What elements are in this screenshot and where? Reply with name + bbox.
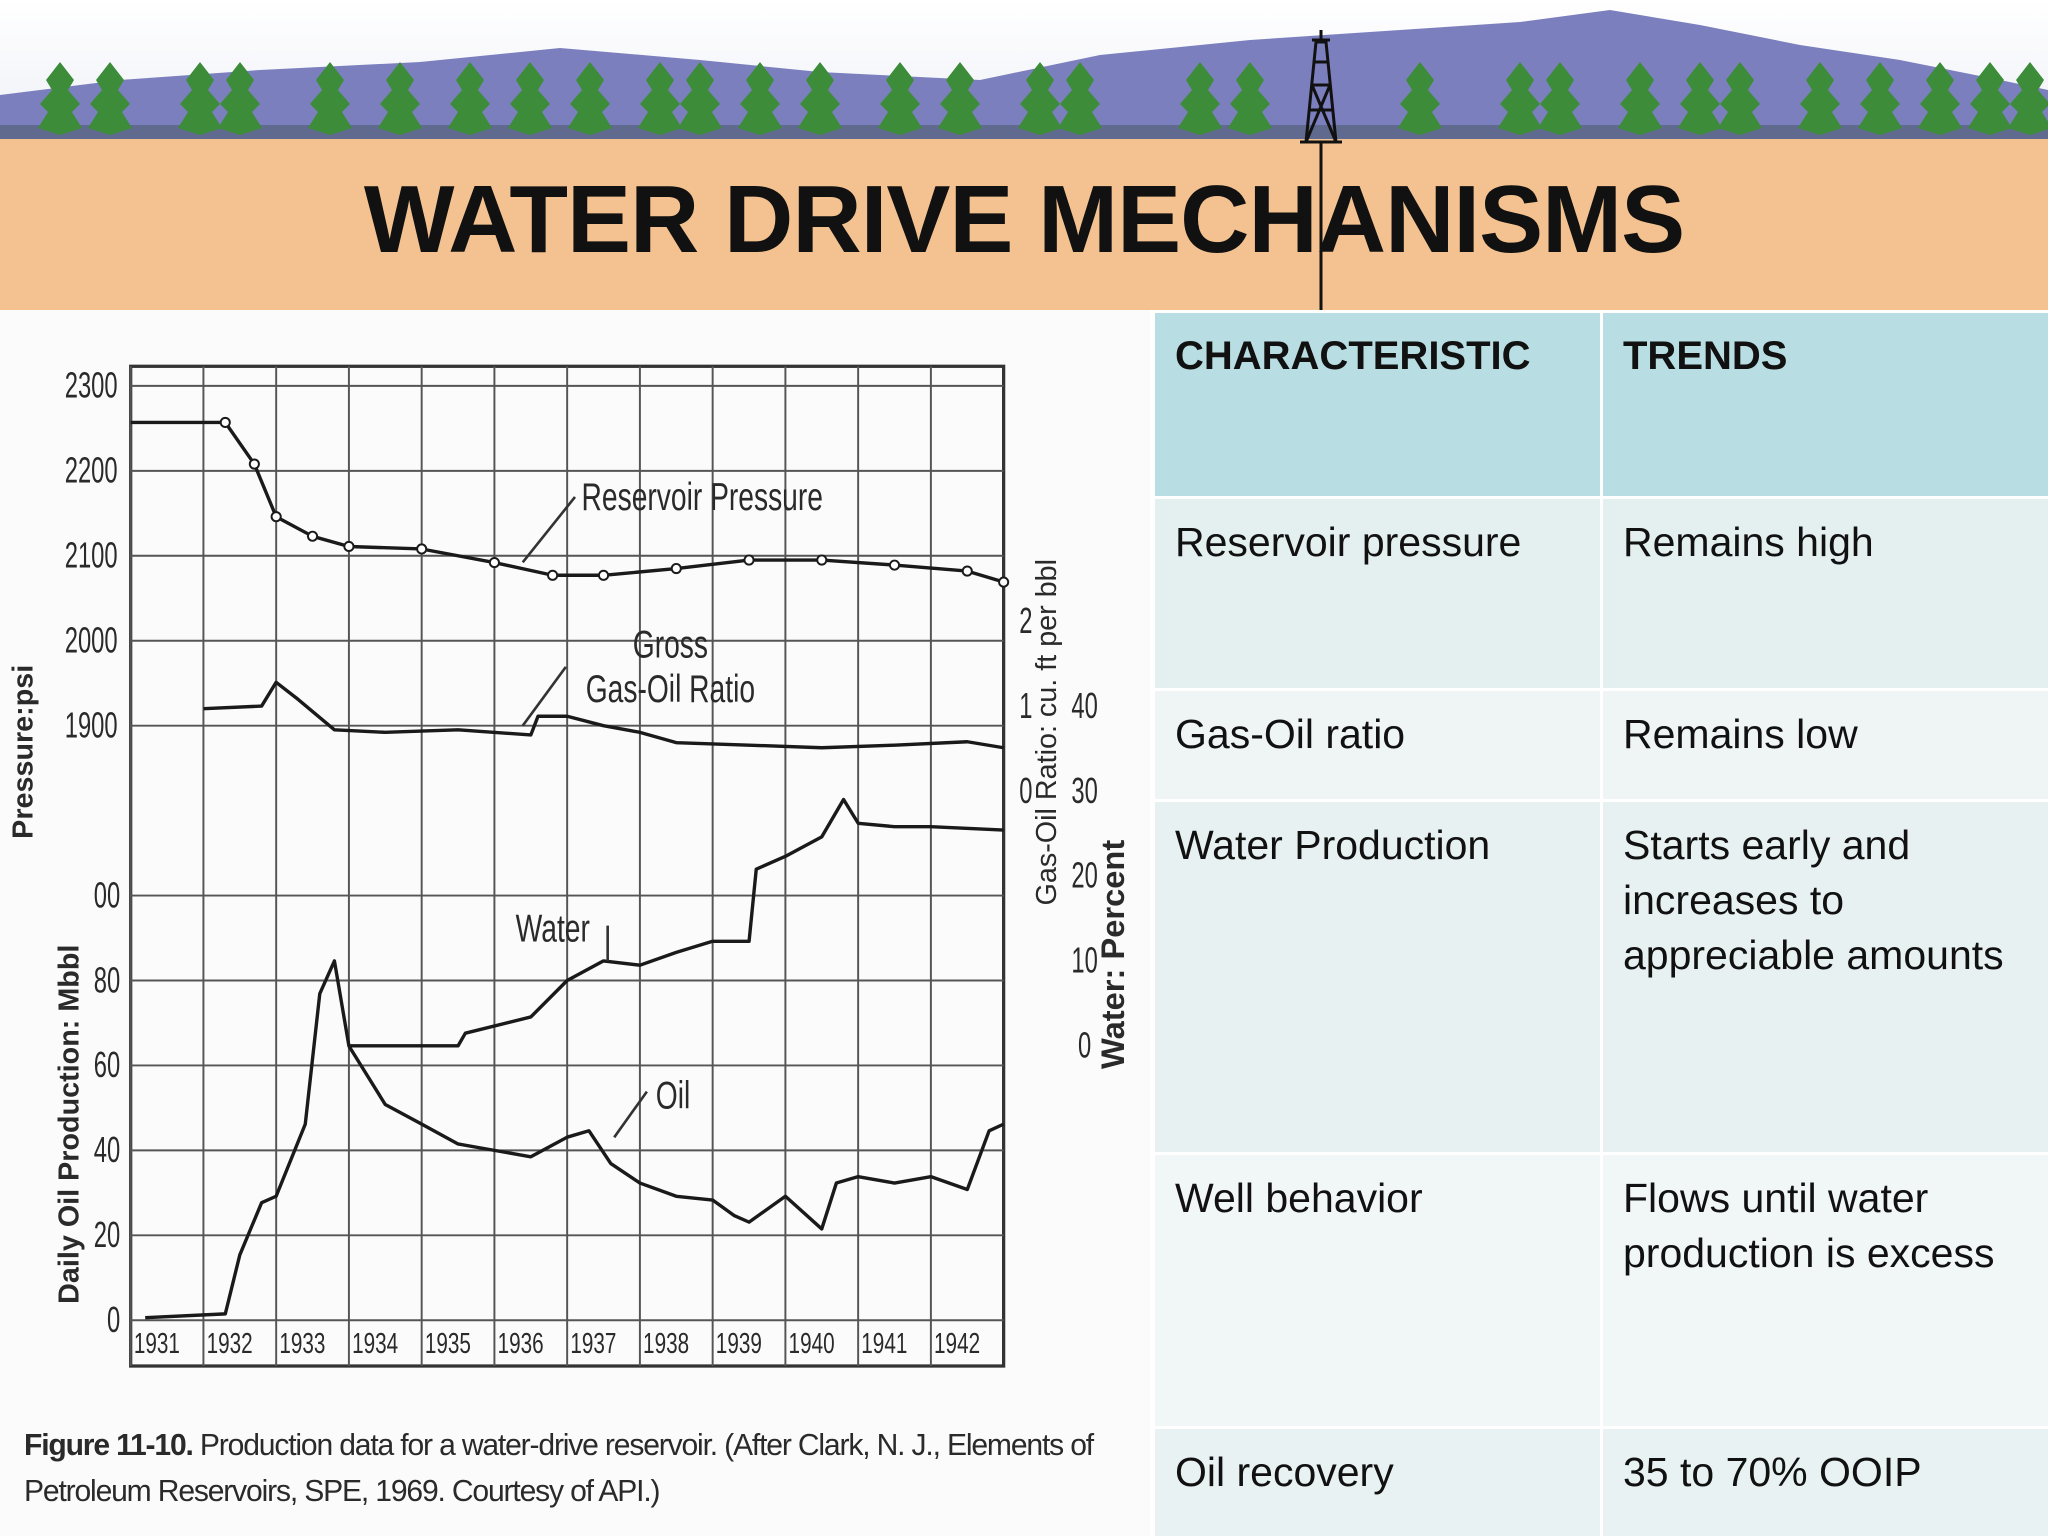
x-tick-label: 1939 bbox=[716, 1328, 762, 1360]
point bbox=[744, 555, 753, 564]
table-row: Gas-Oil ratio Remains low bbox=[1154, 690, 2048, 801]
cell: Reservoir pressure bbox=[1154, 498, 1602, 690]
point bbox=[490, 558, 499, 567]
x-tick-label: 1941 bbox=[861, 1328, 907, 1360]
point bbox=[999, 578, 1008, 587]
table-row: Well behavior Flows until water producti… bbox=[1154, 1154, 2048, 1428]
point bbox=[890, 561, 899, 570]
figure: 1931 1932 1933 1934 1935 1936 1937 1938 1939 1940… bbox=[0, 310, 1150, 1536]
x-tick-label: 1938 bbox=[643, 1328, 689, 1360]
trends-table: CHARACTERISTIC TRENDS Reservoir pressure… bbox=[1152, 310, 2048, 1539]
point bbox=[250, 459, 259, 468]
x-tick-label: 1936 bbox=[498, 1328, 544, 1360]
point bbox=[344, 542, 353, 551]
point bbox=[599, 571, 608, 580]
x-tick-label: 1942 bbox=[934, 1328, 980, 1360]
point bbox=[672, 564, 681, 573]
axis-title: Gas-Oil Ratio: cu. ft per bbl bbox=[1031, 559, 1063, 906]
header-cell: TRENDS bbox=[1602, 312, 2048, 498]
cell: Remains high bbox=[1602, 498, 2048, 690]
x-tick-label: 1933 bbox=[279, 1328, 325, 1360]
point bbox=[548, 571, 557, 580]
series-label: Oil bbox=[656, 1074, 690, 1118]
x-tick-label: 1934 bbox=[352, 1328, 398, 1360]
point bbox=[817, 555, 826, 564]
axis-title: Water: Percent bbox=[1094, 840, 1131, 1069]
point bbox=[963, 567, 972, 576]
point bbox=[221, 418, 230, 427]
point bbox=[417, 544, 426, 553]
x-tick-label: 1931 bbox=[134, 1328, 180, 1360]
axis-title: Daily Oil Production: Mbbl bbox=[53, 945, 85, 1304]
series-label: Water bbox=[516, 907, 590, 951]
cell: Well behavior bbox=[1154, 1154, 1602, 1428]
y-tick-label: 40 bbox=[1071, 685, 1097, 727]
cell: Gas-Oil ratio bbox=[1154, 690, 1602, 801]
y-tick-label: 2000 bbox=[65, 619, 118, 661]
y-tick-label: 2300 bbox=[65, 364, 118, 406]
y-tick-label: 00 bbox=[94, 874, 120, 916]
cell: Flows until water production is excess bbox=[1602, 1154, 2048, 1428]
x-tick-label: 1940 bbox=[789, 1328, 835, 1360]
cell: 35 to 70% OOIP bbox=[1602, 1428, 2048, 1538]
series-label: Reservoir Pressure bbox=[582, 476, 823, 520]
figure-caption: Figure 11-10. Production data for a wate… bbox=[24, 1422, 1110, 1514]
caption-label: Figure 11-10. bbox=[24, 1427, 193, 1462]
table-row: Reservoir pressure Remains high bbox=[1154, 498, 2048, 690]
y-tick-label: 30 bbox=[1071, 770, 1097, 812]
x-tick-label: 1932 bbox=[207, 1328, 253, 1360]
y-tick-label: 2100 bbox=[65, 534, 118, 576]
cell: Water Production bbox=[1154, 801, 1602, 1154]
series-label: Gross bbox=[633, 623, 708, 667]
cell: Remains low bbox=[1602, 690, 2048, 801]
series-label: Gas-Oil Ratio bbox=[586, 668, 755, 712]
cell: Oil recovery bbox=[1154, 1428, 1602, 1538]
header-cell: CHARACTERISTIC bbox=[1154, 312, 1602, 498]
slide-title: WATER DRIVE MECHANISMS bbox=[0, 160, 2048, 280]
table-header-row: CHARACTERISTIC TRENDS bbox=[1154, 312, 2048, 498]
table-row: Oil recovery 35 to 70% OOIP bbox=[1154, 1428, 2048, 1538]
cell: Starts early and increases to appreciabl… bbox=[1602, 801, 2048, 1154]
table-row: Water Production Starts early and increa… bbox=[1154, 801, 2048, 1154]
y-tick-label: 0 bbox=[1078, 1024, 1091, 1066]
y-tick-label: 20 bbox=[94, 1214, 120, 1256]
axis-title: Pressure:psi bbox=[8, 665, 40, 839]
y-tick-label: 40 bbox=[94, 1129, 120, 1171]
y-tick-label: 0 bbox=[107, 1299, 120, 1341]
x-tick-label: 1937 bbox=[570, 1328, 616, 1360]
y-tick-label: 80 bbox=[94, 959, 120, 1001]
y-tick-label: 60 bbox=[94, 1044, 120, 1086]
y-tick-label: 2200 bbox=[65, 449, 118, 491]
point bbox=[272, 512, 281, 521]
point bbox=[308, 532, 317, 541]
x-tick-label: 1935 bbox=[425, 1328, 471, 1360]
y-tick-label: 1900 bbox=[65, 704, 118, 746]
